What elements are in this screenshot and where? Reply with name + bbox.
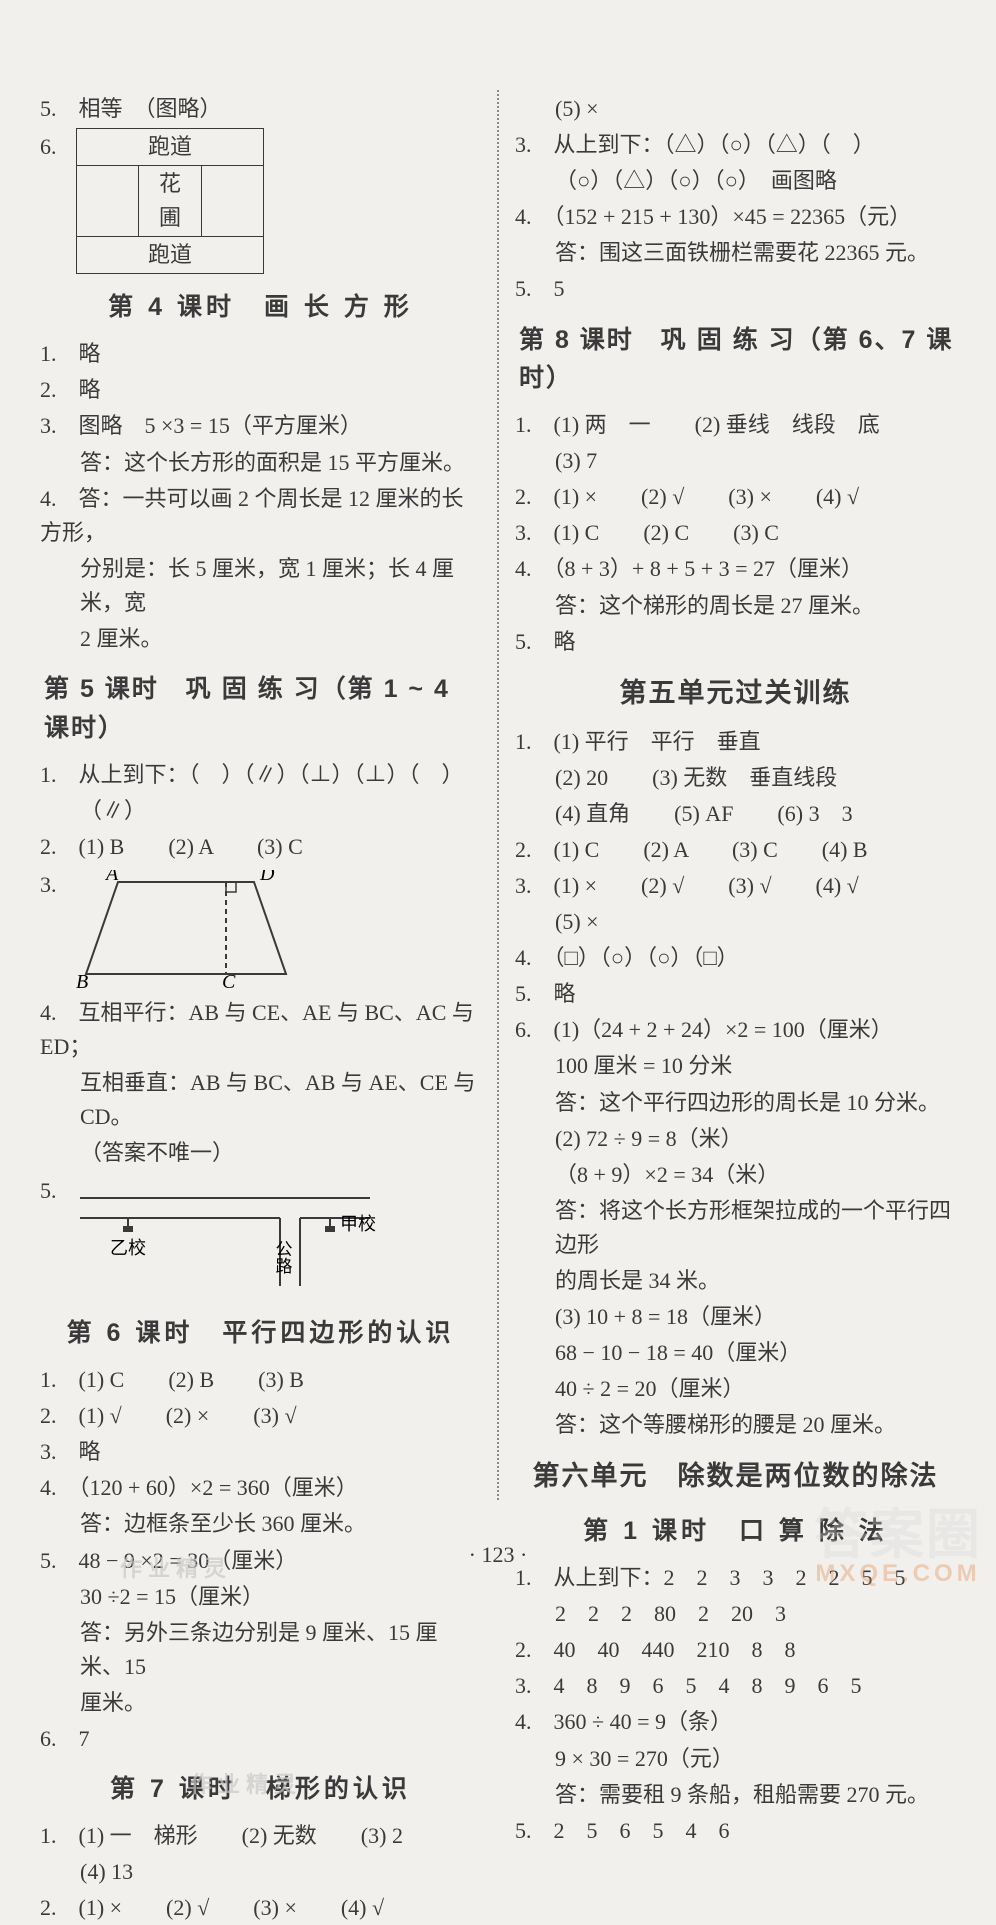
answer-text: 答：这个等腰梯形的腰是 20 厘米。 [515, 1408, 956, 1442]
page-root: 5. 相等 （图略） 6. 跑道 花圃 跑道 第 4 课时 画 长 方 形 1.… [0, 0, 996, 1600]
answer-text: 4. （□）（○）（○）（□） [515, 941, 956, 975]
answer-text: （∥） [40, 794, 481, 828]
answer-text: 1. (1) C (2) B (3) B [40, 1363, 481, 1397]
left-column: 5. 相等 （图略） 6. 跑道 花圃 跑道 第 4 课时 画 长 方 形 1.… [28, 90, 493, 1500]
answer-text: 答：这个长方形的面积是 15 平方厘米。 [40, 446, 481, 480]
answer-text: （答案不唯一） [40, 1136, 481, 1170]
unit-heading: 第六单元 除数是两位数的除法 [515, 1456, 956, 1498]
answer-text: (2) 20 (3) 无数 垂直线段 [515, 761, 956, 795]
answer-text: 1. 略 [40, 337, 481, 371]
empty-cell [202, 166, 264, 237]
answer-text: 3. (1) × (2) √ (3) √ (4) √ [515, 869, 956, 903]
answer-text: 2 2 2 80 2 20 3 [515, 1597, 956, 1631]
answer-text: 2. (1) × (2) √ (3) × (4) √ [515, 480, 956, 514]
svg-text:D: D [259, 870, 275, 885]
answer-text: 答：边框条至少长 360 厘米。 [40, 1507, 481, 1541]
answer-text: 2. (1) × (2) √ (3) × (4) √ [40, 1891, 481, 1925]
unit-heading: 第五单元过关训练 [515, 673, 956, 715]
track-mid: 花圃 [139, 166, 202, 237]
answer-text: (3) 7 [515, 444, 956, 478]
answer-text: 2. (1) √ (2) × (3) √ [40, 1399, 481, 1433]
lesson-heading: 第 5 课时 巩 固 练 习（第 1 ~ 4 课时） [40, 670, 481, 748]
lesson-heading: 第 6 课时 平行四边形的认识 [40, 1314, 481, 1353]
svg-text:C: C [222, 971, 236, 990]
track-bot: 跑道 [77, 237, 264, 274]
answer-text: 4. 360 ÷ 40 = 9（条） [515, 1705, 956, 1739]
answer-text: 2. (1) C (2) A (3) C (4) B [515, 833, 956, 867]
svg-text:乙校: 乙校 [110, 1238, 146, 1258]
answer-text: 答：将这个长方形框架拉成的一个平行四边形 [515, 1194, 956, 1262]
svg-text:A: A [104, 870, 119, 885]
answer-text: 6. [40, 130, 76, 164]
answer-text: (2) 72 ÷ 9 = 8（米） [515, 1122, 956, 1156]
lesson-heading: 第 8 课时 巩 固 练 习（第 6、7 课时） [515, 321, 956, 399]
answer-text: （8 + 9）×2 = 34（米） [515, 1158, 956, 1192]
answer-text: 3. 略 [40, 1435, 481, 1469]
answer-text: 4. 答：一共可以画 2 个周长是 12 厘米的长方形， [40, 482, 481, 550]
answer-text: (3) 10 + 8 = 18（厘米） [515, 1300, 956, 1334]
column-divider [497, 90, 499, 1500]
watermark-ghost: 作业精灵 [190, 1768, 302, 1802]
answer-text: 分别是：长 5 厘米，宽 1 厘米；长 4 厘米，宽 [40, 552, 481, 620]
svg-text:B: B [76, 971, 88, 990]
track-top: 跑道 [77, 129, 264, 166]
answer-text: 68 − 10 − 18 = 40（厘米） [515, 1336, 956, 1370]
answer-text: 5. 略 [515, 625, 956, 659]
answer-text: 6. (1)（24 + 2 + 24）×2 = 100（厘米） [515, 1013, 956, 1047]
watermark-line1: 答案圈 [814, 1508, 982, 1562]
answer-text: 6. 7 [40, 1722, 481, 1756]
answer-text: 答：这个平行四边形的周长是 10 分米。 [515, 1086, 956, 1120]
answer-text: 3. [40, 868, 76, 992]
answer-text: 5. 略 [515, 977, 956, 1011]
answer-text: 3. 4 8 9 6 5 4 8 9 6 5 [515, 1669, 956, 1703]
answer-text: 2. 40 40 440 210 8 8 [515, 1633, 956, 1667]
answer-text: 5. 2 5 6 5 4 6 [515, 1814, 956, 1848]
answer-text: 9 × 30 = 270（元） [515, 1742, 956, 1776]
answer-text: 30 ÷2 = 15（厘米） [40, 1580, 481, 1614]
answer-text: 100 厘米 = 10 分米 [515, 1049, 956, 1083]
answer-text: 4. （8 + 3）+ 8 + 5 + 3 = 27（厘米） [515, 552, 956, 586]
answer-text: 5. 相等 （图略） [40, 92, 481, 126]
answer-text: 厘米。 [40, 1686, 481, 1720]
answer-text: 3. (1) C (2) C (3) C [515, 516, 956, 550]
answer-text: 1. (1) 平行 平行 垂直 [515, 725, 956, 759]
lesson-heading: 第 4 课时 画 长 方 形 [40, 288, 481, 327]
answer-text: 3. 从上到下：（△）（○）（△）（ ） [515, 128, 956, 162]
empty-cell [77, 166, 139, 237]
answer-text: (5) × [515, 92, 956, 126]
answer-text: 2 厘米。 [40, 622, 481, 656]
answer-text: （○）（△）（○）（○） 画图略 [515, 164, 956, 198]
answer-text: 1. (1) 一 梯形 (2) 无数 (3) 2 [40, 1819, 481, 1853]
answer-text: (5) × [515, 905, 956, 939]
road-diagram: 甲校 乙校 公路 [70, 1176, 390, 1296]
answer-text: 40 ÷ 2 = 20（厘米） [515, 1372, 956, 1406]
track-diagram: 跑道 花圃 跑道 [76, 128, 264, 274]
answer-text: 5. 5 [515, 272, 956, 306]
answer-text: 答：另外三条边分别是 9 厘米、15 厘米、15 [40, 1616, 481, 1684]
answer-text: 答：这个梯形的周长是 27 厘米。 [515, 589, 956, 623]
answer-text: 的周长是 34 米。 [515, 1264, 956, 1298]
two-column-layout: 5. 相等 （图略） 6. 跑道 花圃 跑道 第 4 课时 画 长 方 形 1.… [28, 90, 968, 1500]
svg-text:公路: 公路 [273, 1240, 293, 1274]
right-column: (5) × 3. 从上到下：（△）（○）（△）（ ） （○）（△）（○）（○） … [503, 90, 968, 1500]
answer-text: (4) 13 [40, 1855, 481, 1889]
answer-text: 1. (1) 两 一 (2) 垂线 线段 底 [515, 408, 956, 442]
answer-text: 4. （152 + 215 + 130）×45 = 22365（元） [515, 200, 956, 234]
answer-text: 答：围这三面铁栅栏需要花 22365 元。 [515, 236, 956, 270]
answer-text: 1. 从上到下：（ ）（∥）（⊥）（⊥）（ ） [40, 758, 481, 792]
answer-text: 4. 互相平行：AB 与 CE、AE 与 BC、AC 与 ED； [40, 996, 481, 1064]
answer-text: 3. 图略 5 ×3 = 15（平方厘米） [40, 409, 481, 443]
watermark-line2: MXQE.COM [814, 1562, 982, 1586]
answer-text: 4. （120 + 60）×2 = 360（厘米） [40, 1471, 481, 1505]
answer-text: 答：需要租 9 条船，租船需要 270 元。 [515, 1778, 956, 1812]
answer-text: 互相垂直：AB 与 BC、AB 与 AE、CE 与 CD。 [40, 1066, 481, 1134]
answer-text: 2. (1) B (2) A (3) C [40, 830, 481, 864]
svg-text:甲校: 甲校 [340, 1214, 376, 1234]
answer-text: 5. [40, 1174, 70, 1298]
site-watermark: 答案圈 MXQE.COM [814, 1508, 982, 1586]
answer-text: (4) 直角 (5) AF (6) 3 3 [515, 797, 956, 831]
answer-text: 2. 略 [40, 373, 481, 407]
trapezoid-diagram: A D B C [76, 870, 306, 990]
